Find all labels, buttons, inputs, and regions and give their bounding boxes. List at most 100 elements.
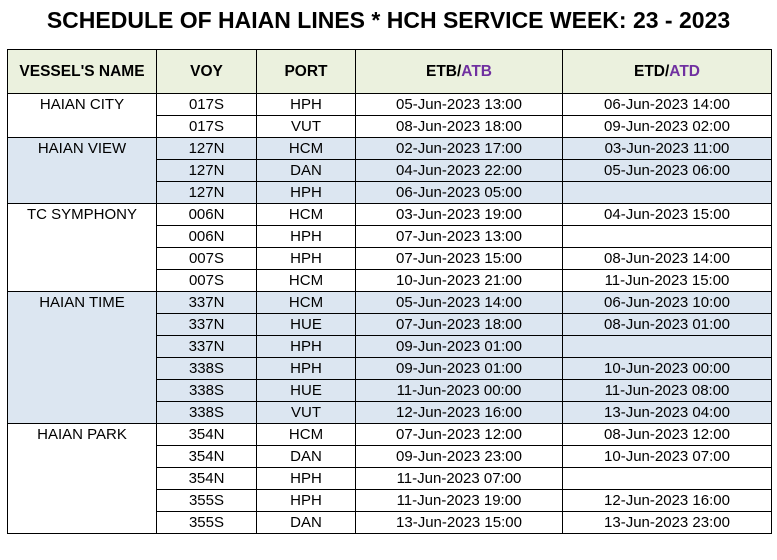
port-cell: HPH bbox=[256, 225, 356, 248]
voyage-cell: 007S bbox=[156, 247, 257, 270]
voyage-cell: 354N bbox=[156, 467, 257, 490]
column-header: VOY bbox=[156, 49, 257, 94]
etd-cell: 08-Jun-2023 12:00 bbox=[562, 423, 772, 446]
etb-cell: 03-Jun-2023 19:00 bbox=[355, 203, 563, 226]
table-row: 007S HPH 07-Jun-2023 15:00 08-Jun-2023 14:0… bbox=[7, 247, 772, 270]
port-cell: DAN bbox=[256, 445, 356, 468]
header-text: VOY bbox=[190, 62, 223, 80]
port-cell: HCM bbox=[256, 269, 356, 292]
column-header: VESSEL'S NAME bbox=[7, 49, 157, 94]
table-row: 338S HUE 11-Jun-2023 00:00 11-Jun-2023 08:0… bbox=[7, 379, 772, 402]
etb-cell: 05-Jun-2023 14:00 bbox=[355, 291, 563, 314]
vessel-name-cell bbox=[7, 225, 157, 248]
vessel-name-cell: HAIAN TIME bbox=[7, 291, 157, 314]
table-row: 355S HPH 11-Jun-2023 19:00 12-Jun-2023 16:0… bbox=[7, 489, 772, 512]
etb-cell: 07-Jun-2023 15:00 bbox=[355, 247, 563, 270]
voyage-cell: 338S bbox=[156, 379, 257, 402]
vessel-name-cell: TC SYMPHONY bbox=[7, 203, 157, 226]
voyage-cell: 355S bbox=[156, 511, 257, 534]
table-row: 338S VUT 12-Jun-2023 16:00 13-Jun-2023 04:0… bbox=[7, 401, 772, 424]
schedule-table: VESSEL'S NAME VOY PORT ETB/ATB ETD/ATD HAIAN… bbox=[7, 49, 772, 534]
header-accent: ATB bbox=[461, 62, 493, 80]
port-cell: HPH bbox=[256, 335, 356, 358]
etd-cell bbox=[562, 225, 772, 248]
voyage-cell: 337N bbox=[156, 291, 257, 314]
port-cell: HUE bbox=[256, 313, 356, 336]
vessel-name-cell bbox=[7, 335, 157, 358]
port-cell: HPH bbox=[256, 93, 356, 116]
column-header: ETD/ATD bbox=[562, 49, 772, 94]
vessel-name-cell bbox=[7, 269, 157, 292]
table-row: 338S HPH 09-Jun-2023 01:00 10-Jun-2023 00:0… bbox=[7, 357, 772, 380]
vessel-name-cell bbox=[7, 181, 157, 204]
voyage-cell: 017S bbox=[156, 93, 257, 116]
voyage-cell: 127N bbox=[156, 159, 257, 182]
table-row: 127N DAN 04-Jun-2023 22:00 05-Jun-2023 06:0… bbox=[7, 159, 772, 182]
etb-cell: 12-Jun-2023 16:00 bbox=[355, 401, 563, 424]
etd-cell: 12-Jun-2023 16:00 bbox=[562, 489, 772, 512]
voyage-cell: 355S bbox=[156, 489, 257, 512]
port-cell: HCM bbox=[256, 203, 356, 226]
etb-cell: 08-Jun-2023 18:00 bbox=[355, 115, 563, 138]
table-row: HAIAN VIEW 127N HCM 02-Jun-2023 17:00 03-Jun… bbox=[7, 137, 772, 160]
etb-cell: 05-Jun-2023 13:00 bbox=[355, 93, 563, 116]
etd-cell: 06-Jun-2023 14:00 bbox=[562, 93, 772, 116]
etd-cell: 03-Jun-2023 11:00 bbox=[562, 137, 772, 160]
vessel-name-cell bbox=[7, 247, 157, 270]
port-cell: HCM bbox=[256, 423, 356, 446]
header-text: ETD/ bbox=[633, 62, 670, 80]
table-row: HAIAN TIME 337N HCM 05-Jun-2023 14:00 06-Jun… bbox=[7, 291, 772, 314]
voyage-cell: 337N bbox=[156, 335, 257, 358]
table-body: HAIAN CITY 017S HPH 05-Jun-2023 13:00 06-Jun… bbox=[7, 93, 772, 534]
vessel-name-cell bbox=[7, 313, 157, 336]
etd-cell bbox=[562, 335, 772, 358]
vessel-name-cell bbox=[7, 401, 157, 424]
vessel-name-cell: HAIAN CITY bbox=[7, 93, 157, 116]
vessel-name-cell bbox=[7, 159, 157, 182]
port-cell: HPH bbox=[256, 247, 356, 270]
port-cell: HPH bbox=[256, 467, 356, 490]
etd-cell: 04-Jun-2023 15:00 bbox=[562, 203, 772, 226]
port-cell: HPH bbox=[256, 181, 356, 204]
port-cell: HPH bbox=[256, 357, 356, 380]
etd-cell: 05-Jun-2023 06:00 bbox=[562, 159, 772, 182]
vessel-name-cell: HAIAN PARK bbox=[7, 423, 157, 446]
voyage-cell: 006N bbox=[156, 225, 257, 248]
header-text: VESSEL'S NAME bbox=[19, 62, 145, 80]
etb-cell: 04-Jun-2023 22:00 bbox=[355, 159, 563, 182]
etb-cell: 09-Jun-2023 01:00 bbox=[355, 357, 563, 380]
etb-cell: 07-Jun-2023 13:00 bbox=[355, 225, 563, 248]
table-row: 006N HPH 07-Jun-2023 13:00 bbox=[7, 225, 772, 248]
table-row: 337N HPH 09-Jun-2023 01:00 bbox=[7, 335, 772, 358]
etb-cell: 11-Jun-2023 00:00 bbox=[355, 379, 563, 402]
vessel-name-cell bbox=[7, 511, 157, 534]
table-row: 354N DAN 09-Jun-2023 23:00 10-Jun-2023 07:0… bbox=[7, 445, 772, 468]
etb-cell: 09-Jun-2023 23:00 bbox=[355, 445, 563, 468]
port-cell: VUT bbox=[256, 401, 356, 424]
table-row: 355S DAN 13-Jun-2023 15:00 13-Jun-2023 23:0… bbox=[7, 511, 772, 534]
voyage-cell: 127N bbox=[156, 137, 257, 160]
voyage-cell: 007S bbox=[156, 269, 257, 292]
etd-cell bbox=[562, 467, 772, 490]
etb-cell: 02-Jun-2023 17:00 bbox=[355, 137, 563, 160]
table-row: TC SYMPHONY 006N HCM 03-Jun-2023 19:00 04-Ju… bbox=[7, 203, 772, 226]
port-cell: HPH bbox=[256, 489, 356, 512]
etd-cell: 13-Jun-2023 04:00 bbox=[562, 401, 772, 424]
etb-cell: 11-Jun-2023 07:00 bbox=[355, 467, 563, 490]
etb-cell: 13-Jun-2023 15:00 bbox=[355, 511, 563, 534]
vessel-name-cell bbox=[7, 445, 157, 468]
table-row: 007S HCM 10-Jun-2023 21:00 11-Jun-2023 15:0… bbox=[7, 269, 772, 292]
etb-cell: 10-Jun-2023 21:00 bbox=[355, 269, 563, 292]
voyage-cell: 127N bbox=[156, 181, 257, 204]
table-row: 017S VUT 08-Jun-2023 18:00 09-Jun-2023 02:0… bbox=[7, 115, 772, 138]
voyage-cell: 338S bbox=[156, 401, 257, 424]
vessel-name-cell bbox=[7, 489, 157, 512]
vessel-name-cell bbox=[7, 357, 157, 380]
table-row: 354N HPH 11-Jun-2023 07:00 bbox=[7, 467, 772, 490]
port-cell: DAN bbox=[256, 159, 356, 182]
etb-cell: 09-Jun-2023 01:00 bbox=[355, 335, 563, 358]
header-row: VESSEL'S NAME VOY PORT ETB/ATB ETD/ATD bbox=[7, 49, 772, 94]
etd-cell bbox=[562, 181, 772, 204]
port-cell: HCM bbox=[256, 137, 356, 160]
column-header: ETB/ATB bbox=[355, 49, 563, 94]
